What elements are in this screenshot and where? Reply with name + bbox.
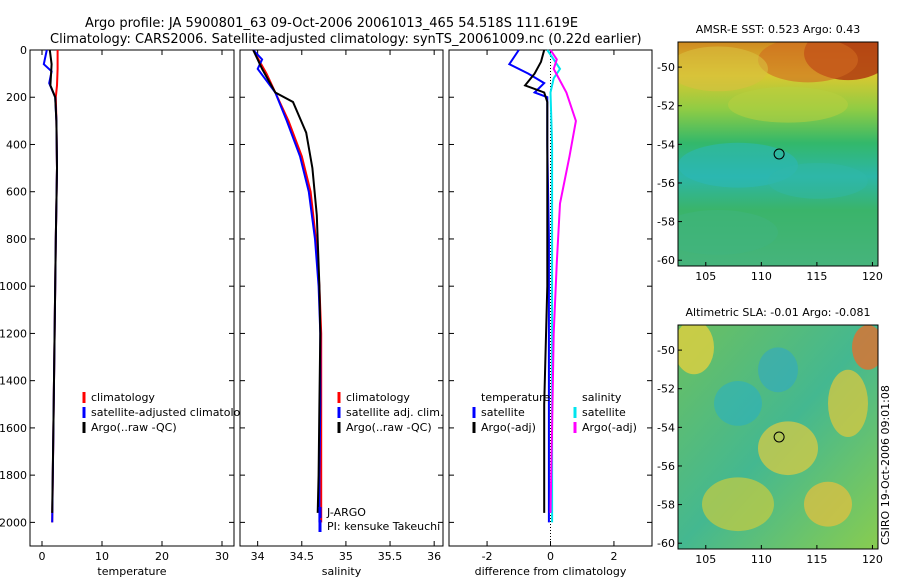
temperature-xtick-label: 10 <box>95 550 109 563</box>
amsr-sst-frame <box>677 41 879 267</box>
altimetric-sla-xtick-label: 120 <box>862 553 883 566</box>
altimetric-sla-ytick-label: -58 <box>657 499 675 512</box>
temperature-series-2 <box>48 49 59 513</box>
altimetric-sla-field-patch <box>804 481 852 527</box>
salinity-legend-2-label: Argo(..raw -QC) <box>346 421 432 434</box>
temperature-legend-0-label: climatology <box>91 391 155 404</box>
temperature-xtick-label: 30 <box>215 550 229 563</box>
temperature-ytick-label: 1800 <box>0 469 27 482</box>
amsr-sst-field-patch <box>758 42 858 83</box>
temperature-ytick-label: 400 <box>6 138 27 151</box>
amsr-sst-panel: AMSR-E SST: 0.523 Argo: 0.43 105 110 115 120… <box>657 23 883 283</box>
temperature-ytick-label: 1000 <box>0 280 27 293</box>
difference-legend-sal-1-label: Argo(-adj) <box>582 421 637 434</box>
amsr-sst-ytick-label: -60 <box>657 254 675 267</box>
temperature-frame <box>29 49 235 547</box>
altimetric-sla-field <box>678 325 878 549</box>
amsr-sst-ytick-label: -52 <box>657 100 675 113</box>
altimetric-sla-ytick-label: -60 <box>657 537 675 550</box>
difference-series-1 <box>523 49 549 513</box>
amsr-sst-xtick-label: 120 <box>862 270 883 283</box>
temperature-ytick-label: 1200 <box>0 327 27 340</box>
amsr-sst-xtick-label: 105 <box>695 270 716 283</box>
difference-xtick-label: 0 <box>547 550 554 563</box>
difference-series-3 <box>549 49 577 513</box>
amsr-sst-argo-marker <box>773 148 785 160</box>
altimetric-sla-title: Altimetric SLA: -0.01 Argo: -0.081 <box>686 306 871 319</box>
salinity-xlabel: salinity <box>322 565 362 578</box>
amsr-sst-field-patch <box>678 142 798 188</box>
temperature-ytick-label: 2000 <box>0 516 27 529</box>
amsr-sst-field-patch <box>768 162 868 199</box>
amsr-sst-ytick-label: -50 <box>657 61 675 74</box>
amsr-sst-ytick-label: -56 <box>657 177 675 190</box>
salinity-panel: 34 34.5 35 35.5 36 salinity climatology satelli… <box>239 49 444 578</box>
salinity-legend-1-label: satellite adj. clim. <box>346 406 443 419</box>
altimetric-sla-frame <box>677 324 879 550</box>
amsr-sst-field-patch <box>678 210 778 255</box>
altimetric-sla-ytick-label: -52 <box>657 383 675 396</box>
amsr-sst-field-patch <box>678 46 768 92</box>
temperature-ytick-label: 200 <box>6 91 27 104</box>
temperature-legend-2-label: Argo(..raw -QC) <box>91 421 177 434</box>
salinity-frame <box>239 49 444 547</box>
salinity-xtick-label: 34.5 <box>290 550 315 563</box>
altimetric-sla-field-patch <box>828 369 868 437</box>
temperature-ytick-label: 1600 <box>0 422 27 435</box>
altimetric-sla-field-patch <box>702 477 774 532</box>
temperature-panel: 0 10 20 30 0 200 400 600 800 1000 1200 1400 1600 1800… <box>0 44 254 578</box>
amsr-sst-title: AMSR-E SST: 0.523 Argo: 0.43 <box>696 23 861 36</box>
altimetric-sla-field-patch <box>758 421 818 476</box>
amsr-sst-field <box>678 42 878 266</box>
altimetric-sla-xtick-label: 110 <box>751 553 772 566</box>
amsr-sst-xtick-label: 110 <box>751 270 772 283</box>
temperature-legend-1-label: satellite-adjusted climatology <box>91 406 254 419</box>
altimetric-sla-panel: Altimetric SLA: -0.01 Argo: -0.081 105 110… <box>657 306 883 566</box>
credit-text: CSIRO 19-Oct-2006 09:01:08 <box>879 385 892 545</box>
salinity-xtick-label: 35.5 <box>378 550 403 563</box>
altimetric-sla-argo-marker <box>773 431 785 443</box>
difference-legend-salinity-title: salinity <box>582 391 622 404</box>
salinity-annotation-1: PI: kensuke Takeuchi <box>327 520 440 533</box>
temperature-ytick-label: 0 <box>20 44 27 57</box>
amsr-sst-xtick-label: 115 <box>806 270 827 283</box>
salinity-series-2 <box>252 49 322 513</box>
salinity-xtick-label: 34 <box>251 550 265 563</box>
altimetric-sla-field-patch <box>758 347 798 393</box>
altimetric-sla-field-patch <box>714 381 762 426</box>
altimetric-sla-field-patch <box>852 325 878 370</box>
altimetric-sla-ytick-label: -50 <box>657 344 675 357</box>
difference-series-2 <box>546 49 562 523</box>
header-line2: Climatology: CARS2006. Satellite-adjuste… <box>50 32 642 47</box>
header-line1: Argo profile: JA 5900801_63 09-Oct-2006 … <box>85 16 578 31</box>
difference-legend-temperature-title: temperature <box>481 391 550 404</box>
difference-legend-temp-0-label: satellite <box>481 406 525 419</box>
amsr-sst-ytick-label: -54 <box>657 138 675 151</box>
salinity-xtick-label: 36 <box>427 550 441 563</box>
altimetric-sla-field-patch <box>678 325 714 375</box>
difference-xlabel: difference from climatology <box>475 565 627 578</box>
amsr-sst-field-patch <box>728 86 848 123</box>
temperature-xtick-label: 0 <box>39 550 46 563</box>
temperature-ytick-label: 800 <box>6 233 27 246</box>
temperature-ytick-label: 1400 <box>0 375 27 388</box>
amsr-sst-ytick-label: -58 <box>657 216 675 229</box>
salinity-legend-0-label: climatology <box>346 391 410 404</box>
altimetric-sla-xtick-label: 115 <box>806 553 827 566</box>
altimetric-sla-xtick-label: 105 <box>695 553 716 566</box>
salinity-xtick-label: 35 <box>339 550 353 563</box>
difference-series-0 <box>507 49 550 523</box>
altimetric-sla-ytick-label: -56 <box>657 460 675 473</box>
temperature-xlabel: temperature <box>97 565 166 578</box>
difference-legend-sal-0-label: satellite <box>582 406 626 419</box>
salinity-annotation-0-label: J-ARGO <box>326 506 366 519</box>
difference-xtick-label: -2 <box>482 550 493 563</box>
difference-xtick-label: 2 <box>610 550 617 563</box>
temperature-ytick-label: 600 <box>6 186 27 199</box>
difference-panel: -2 0 2 difference from climatology temperatu… <box>448 49 653 578</box>
temperature-xtick-label: 20 <box>155 550 169 563</box>
difference-legend-temp-1-label: Argo(-adj) <box>481 421 536 434</box>
altimetric-sla-ytick-label: -54 <box>657 421 675 434</box>
